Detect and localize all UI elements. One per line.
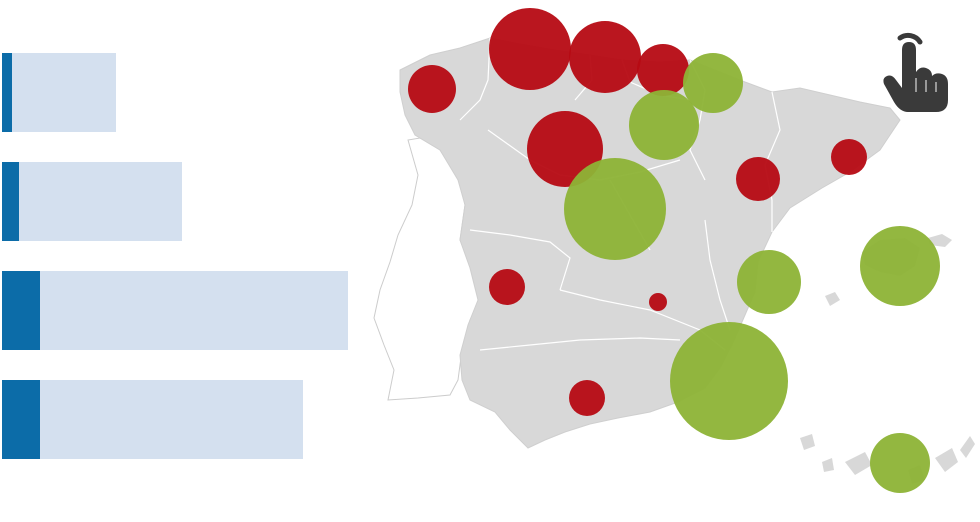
bubble-comunidad-valenciana[interactable] (737, 250, 801, 314)
bubble-navarra[interactable] (683, 53, 743, 113)
bar-fill (2, 162, 19, 241)
bar-fill (2, 271, 40, 350)
bubble-murcia[interactable] (670, 322, 788, 440)
bar-track (2, 380, 303, 459)
bar-panel (0, 0, 360, 522)
bar-row (2, 53, 116, 132)
bar-track (2, 53, 116, 132)
island-canarias-2 (822, 458, 834, 472)
island-canarias-1 (800, 434, 815, 450)
map-canvas (373, 8, 975, 493)
bubble-asturias[interactable] (489, 8, 571, 90)
bubble-extremadura[interactable] (489, 269, 525, 305)
bubble-castilla-y-leon[interactable] (527, 111, 603, 187)
island-canarias-5 (935, 448, 958, 472)
island-menorca (928, 234, 952, 247)
bubble-aragon[interactable] (736, 157, 780, 201)
island-canarias-3 (845, 452, 872, 475)
bubble-cantabria[interactable] (569, 21, 641, 93)
bubble-baleares[interactable] (860, 226, 940, 306)
bar-fill (2, 53, 12, 132)
bar-fill (2, 380, 40, 459)
bar-row (2, 271, 348, 350)
bubble-cataluna[interactable] (831, 139, 867, 175)
bar-row (2, 380, 303, 459)
bubble-pais-vasco[interactable] (637, 44, 689, 96)
bar-track (2, 271, 348, 350)
bubble-canarias[interactable] (870, 433, 930, 493)
bubble-madrid[interactable] (564, 158, 666, 260)
bar-track (2, 162, 182, 241)
bubble-castilla-la-mancha[interactable] (649, 293, 667, 311)
bubble-galicia[interactable] (408, 65, 456, 113)
bubble-layer (408, 8, 940, 493)
pointer-hand-icon[interactable] (880, 30, 950, 114)
bar-row (2, 162, 182, 241)
bubble-la-rioja[interactable] (629, 90, 699, 160)
island-canarias-6 (960, 436, 975, 458)
spain-map (360, 0, 980, 522)
pointer-hand-glyph (883, 32, 948, 112)
island-ibiza (825, 292, 840, 306)
bubble-andalucia[interactable] (569, 380, 605, 416)
